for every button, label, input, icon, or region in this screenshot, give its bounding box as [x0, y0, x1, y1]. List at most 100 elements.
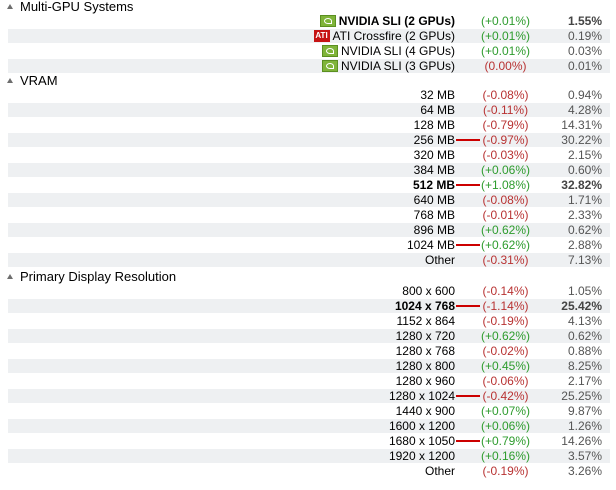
- row-stripe: [8, 59, 610, 73]
- row-label: 384 MB: [413, 163, 455, 177]
- row-label: 800 x 600: [402, 284, 455, 298]
- table-row: 1280 x 1024 (-0.42%) 25.25%: [0, 389, 616, 404]
- percent-value: 25.42%: [561, 299, 602, 313]
- table-row: 1152 x 864 (-0.19%) 4.13%: [0, 314, 616, 329]
- section-header[interactable]: Multi-GPU Systems: [0, 0, 616, 14]
- percent-value: 14.31%: [561, 118, 602, 132]
- row-label: NVIDIA SLI (2 GPUs): [338, 14, 455, 28]
- change-indicator-line: [456, 184, 480, 186]
- change-value: (-0.08%): [482, 193, 529, 207]
- section-header[interactable]: VRAM: [0, 73, 616, 88]
- percent-value: 8.25%: [567, 359, 602, 373]
- table-row: 1024 x 768 (-1.14%) 25.42%: [0, 299, 616, 314]
- row-label: 128 MB: [413, 118, 455, 132]
- table-row: 64 MB (-0.11%) 4.28%: [0, 103, 616, 118]
- table-row: 1600 x 1200 (+0.06%) 1.26%: [0, 419, 616, 434]
- table-row: 128 MB (-0.79%) 14.31%: [0, 118, 616, 133]
- table-row: 1024 MB (+0.62%) 2.88%: [0, 238, 616, 253]
- table-row: 1440 x 900 (+0.07%) 9.87%: [0, 404, 616, 419]
- change-value: (-0.97%): [482, 133, 529, 147]
- nvidia-icon: [319, 15, 336, 27]
- change-value: (+0.01%): [480, 29, 531, 43]
- percent-value: 2.33%: [567, 208, 602, 222]
- row-stripe: [8, 419, 610, 433]
- change-value: (0.00%): [484, 59, 527, 73]
- row-label: 1280 x 768: [395, 344, 455, 358]
- table-row: 1280 x 800 (+0.45%) 8.25%: [0, 359, 616, 374]
- row-label: 1920 x 1200: [388, 449, 455, 463]
- row-label: 1280 x 800: [395, 359, 455, 373]
- row-stripe: [8, 193, 610, 207]
- collapse-triangle-icon[interactable]: [7, 274, 13, 279]
- percent-value: 4.13%: [567, 314, 602, 328]
- change-indicator-line: [456, 305, 480, 307]
- change-indicator-line: [456, 440, 480, 442]
- row-label: 1600 x 1200: [388, 419, 455, 433]
- percent-value: 0.03%: [567, 44, 602, 58]
- percent-value: 1.05%: [567, 284, 602, 298]
- change-value: (-0.79%): [482, 118, 529, 132]
- row-stripe: [8, 329, 610, 343]
- change-value: (+0.06%): [480, 163, 531, 177]
- row-stripe: [8, 223, 610, 237]
- nvidia-icon: [321, 60, 338, 72]
- row-stripe: [8, 253, 610, 267]
- change-value: (+0.16%): [480, 449, 531, 463]
- table-row: Other (-0.31%) 7.13%: [0, 253, 616, 268]
- change-value: (+1.08%): [480, 178, 531, 192]
- section-title: Multi-GPU Systems: [20, 0, 134, 14]
- change-value: (+0.01%): [480, 44, 531, 58]
- percent-value: 3.26%: [567, 464, 602, 478]
- table-row: Other (-0.19%) 3.26%: [0, 464, 616, 479]
- change-indicator-line: [456, 139, 480, 141]
- percent-value: 4.28%: [567, 103, 602, 117]
- row-label: 1280 x 1024: [388, 389, 455, 403]
- percent-value: 0.94%: [567, 88, 602, 102]
- change-value: (-0.03%): [482, 148, 529, 162]
- change-value: (-0.08%): [482, 88, 529, 102]
- percent-value: 2.17%: [567, 374, 602, 388]
- table-row: 1280 x 768 (-0.02%) 0.88%: [0, 344, 616, 359]
- row-label: 1280 x 720: [395, 329, 455, 343]
- change-value: (+0.62%): [480, 238, 531, 252]
- row-label: 320 MB: [413, 148, 455, 162]
- percent-value: 14.26%: [561, 434, 602, 448]
- table-row: 256 MB (-0.97%) 30.22%: [0, 133, 616, 148]
- row-label: Other: [424, 464, 455, 478]
- percent-value: 9.87%: [567, 404, 602, 418]
- section-title: Primary Display Resolution: [20, 269, 177, 284]
- percent-value: 3.57%: [567, 449, 602, 463]
- change-value: (+0.62%): [480, 223, 531, 237]
- collapse-triangle-icon[interactable]: [7, 4, 13, 9]
- change-value: (-0.14%): [482, 284, 529, 298]
- row-label: 768 MB: [413, 208, 455, 222]
- change-value: (-1.14%): [482, 299, 529, 313]
- change-value: (-0.19%): [482, 314, 529, 328]
- table-row: 1280 x 960 (-0.06%) 2.17%: [0, 374, 616, 389]
- collapse-triangle-icon[interactable]: [7, 78, 13, 83]
- row-stripe: [8, 449, 610, 463]
- change-value: (+0.79%): [480, 434, 531, 448]
- change-value: (+0.45%): [480, 359, 531, 373]
- change-indicator-line: [456, 395, 480, 397]
- row-label: Other: [424, 253, 455, 267]
- row-label: 1280 x 960: [395, 374, 455, 388]
- section-header[interactable]: Primary Display Resolution: [0, 269, 616, 284]
- change-value: (+0.07%): [480, 404, 531, 418]
- row-label: NVIDIA SLI (4 GPUs): [340, 44, 455, 58]
- change-value: (+0.01%): [480, 14, 531, 28]
- percent-value: 0.62%: [567, 223, 602, 237]
- table-row: 1920 x 1200 (+0.16%) 3.57%: [0, 449, 616, 464]
- percent-value: 1.55%: [567, 14, 602, 28]
- table-row: NVIDIA SLI (3 GPUs) (0.00%) 0.01%: [0, 59, 616, 74]
- percent-value: 2.15%: [567, 148, 602, 162]
- percent-value: 25.25%: [561, 389, 602, 403]
- table-row: 512 MB (+1.08%) 32.82%: [0, 178, 616, 193]
- row-label: 1680 x 1050: [388, 434, 455, 448]
- row-stripe: [8, 29, 610, 43]
- table-row: NVIDIA SLI (4 GPUs) (+0.01%) 0.03%: [0, 44, 616, 59]
- row-stripe: [8, 133, 610, 147]
- nvidia-icon: [321, 45, 338, 57]
- table-row: NVIDIA SLI (2 GPUs) (+0.01%) 1.55%: [0, 14, 616, 29]
